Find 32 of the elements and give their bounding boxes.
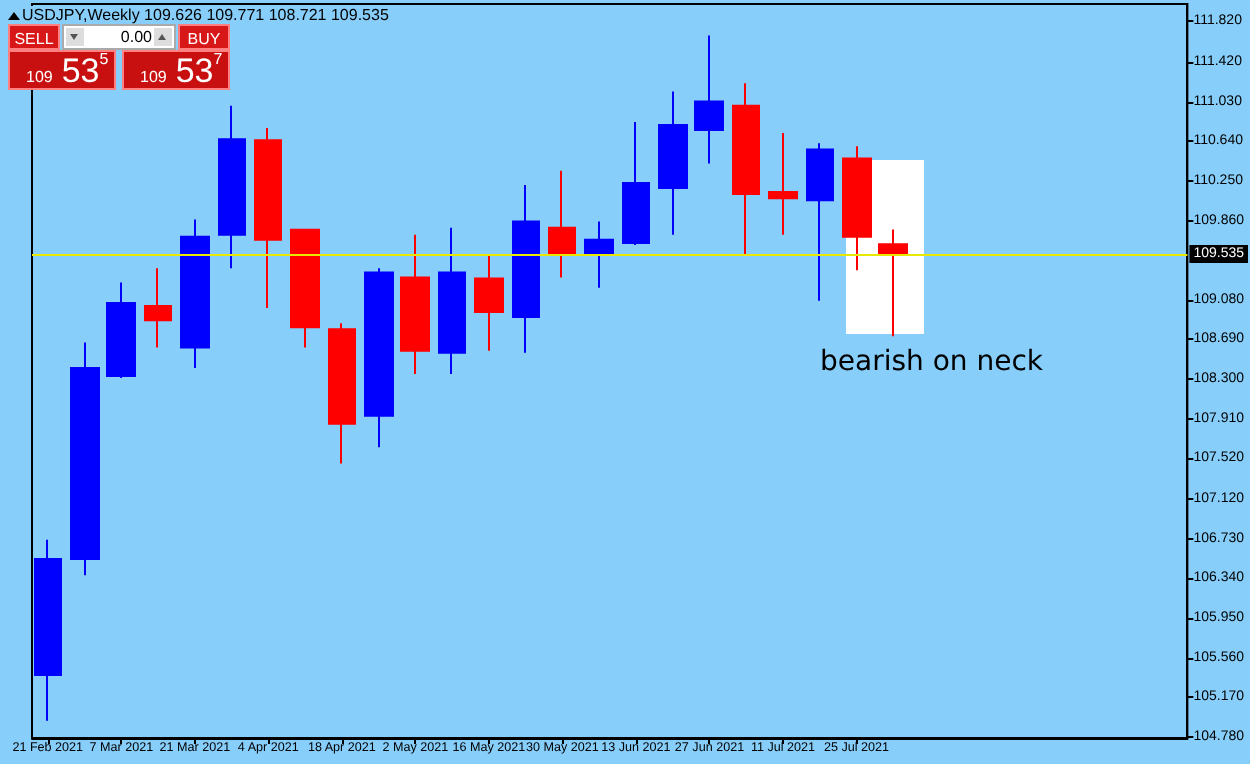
candlestick bbox=[548, 169, 576, 279]
candlestick bbox=[106, 281, 136, 380]
candlestick bbox=[290, 227, 320, 349]
candlestick bbox=[70, 341, 100, 577]
candlestick bbox=[328, 322, 356, 465]
annotation: 109 53$^{7}$ bbox=[140, 50, 223, 90]
candlestick bbox=[694, 34, 724, 165]
candlestick bbox=[364, 267, 394, 449]
candlestick bbox=[584, 220, 614, 289]
candlestick bbox=[474, 253, 504, 352]
candlestick bbox=[768, 132, 798, 236]
candlestick bbox=[254, 127, 282, 309]
candlestick bbox=[806, 142, 834, 302]
candlestick bbox=[658, 90, 688, 236]
annotation: 0.00 bbox=[120, 26, 152, 48]
candlestick bbox=[34, 538, 62, 722]
annotation: SELL bbox=[8, 24, 60, 50]
candlestick bbox=[732, 82, 760, 256]
candlestick bbox=[400, 233, 430, 376]
candlestick bbox=[438, 226, 466, 376]
annotation: bearish on neck bbox=[820, 346, 1044, 378]
candlestick bbox=[180, 218, 210, 369]
number-field: 0.00 bbox=[62, 24, 176, 50]
annotation: 109 53$^{5}$ bbox=[26, 50, 109, 90]
chart-title: USDJPY,Weekly 109.626 109.771 108.721 109.535 bbox=[22, 6, 391, 24]
candlestick bbox=[842, 145, 872, 272]
candlestick bbox=[622, 120, 650, 246]
candlestick bbox=[878, 228, 908, 338]
candlestick bbox=[512, 183, 540, 354]
candlestick bbox=[144, 267, 172, 349]
annotation: BUY bbox=[178, 24, 230, 50]
candlestick bbox=[218, 104, 246, 270]
